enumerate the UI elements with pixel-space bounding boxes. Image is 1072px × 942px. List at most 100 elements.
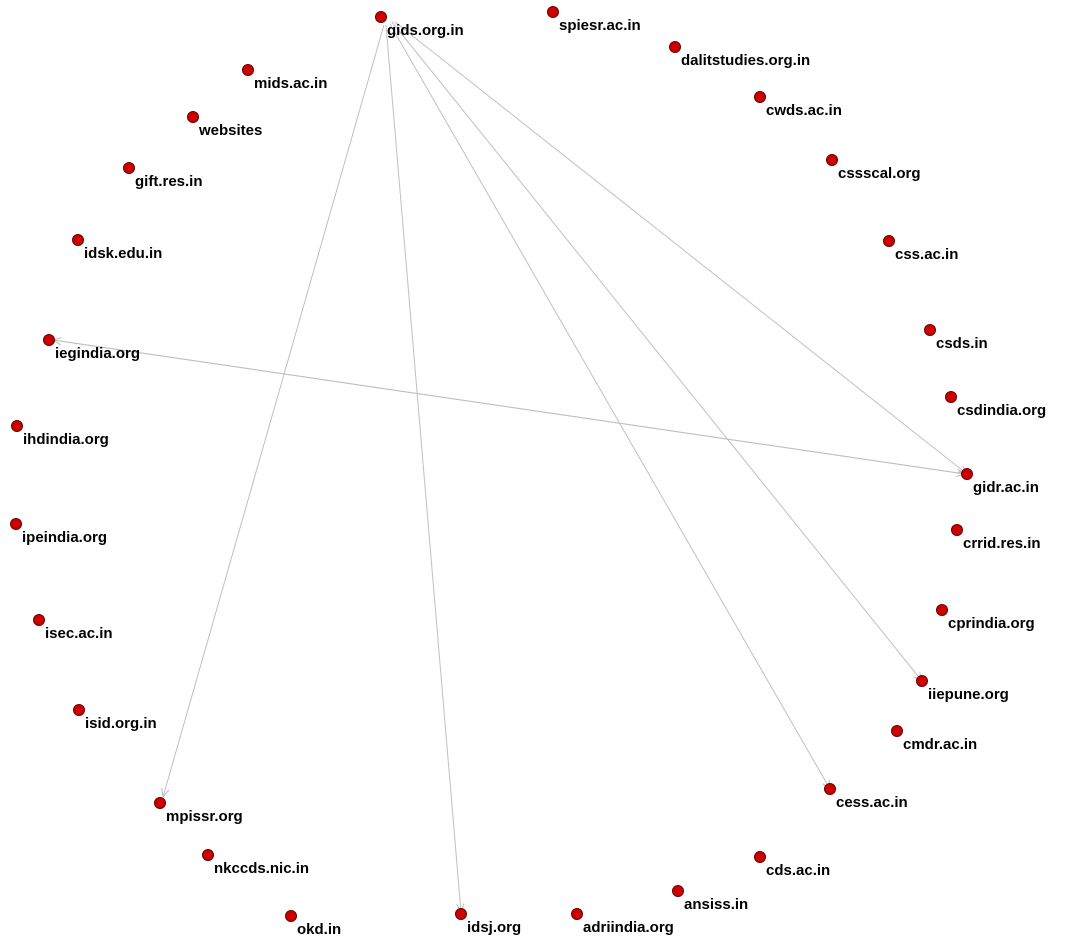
node-mpissr[interactable]: mpissr.org xyxy=(154,797,243,826)
edge-gids-to-idsj xyxy=(385,24,462,913)
node-dot[interactable] xyxy=(945,391,957,403)
node-dot[interactable] xyxy=(11,420,23,432)
node-label: mpissr.org xyxy=(166,808,243,825)
node-label: ihdindia.org xyxy=(23,431,109,448)
node-cds[interactable]: cds.ac.in xyxy=(754,851,831,880)
node-label: isid.org.in xyxy=(85,715,157,732)
node-label: spiesr.ac.in xyxy=(559,17,641,34)
node-dot[interactable] xyxy=(285,910,297,922)
node-dot[interactable] xyxy=(154,797,166,809)
node-label: ipeindia.org xyxy=(22,529,107,546)
node-dot[interactable] xyxy=(916,675,928,687)
node-label: iiepune.org xyxy=(928,686,1009,703)
node-csds[interactable]: csds.in xyxy=(924,324,988,353)
node-label: mids.ac.in xyxy=(254,75,327,92)
node-cprindia[interactable]: cprindia.org xyxy=(936,604,1035,633)
node-dot[interactable] xyxy=(10,518,22,530)
node-dot[interactable] xyxy=(754,851,766,863)
node-label: gift.res.in xyxy=(135,173,203,190)
node-isid[interactable]: isid.org.in xyxy=(73,704,157,733)
node-dot[interactable] xyxy=(73,704,85,716)
node-label: cwds.ac.in xyxy=(766,102,842,119)
node-label: ansiss.in xyxy=(684,896,748,913)
node-dot[interactable] xyxy=(883,235,895,247)
node-iiepune[interactable]: iiepune.org xyxy=(916,675,1009,704)
node-okd[interactable]: okd.in xyxy=(285,910,342,939)
node-cwds[interactable]: cwds.ac.in xyxy=(754,91,842,120)
node-mids[interactable]: mids.ac.in xyxy=(242,64,328,93)
node-dot[interactable] xyxy=(951,524,963,536)
node-cssscal[interactable]: cssscal.org xyxy=(826,154,921,183)
node-label: websites xyxy=(198,122,262,139)
node-dot[interactable] xyxy=(936,604,948,616)
node-dot[interactable] xyxy=(826,154,838,166)
node-label: idsk.edu.in xyxy=(84,245,162,262)
node-cess[interactable]: cess.ac.in xyxy=(824,783,908,812)
node-idsj[interactable]: idsj.org xyxy=(455,908,522,937)
node-dot[interactable] xyxy=(754,91,766,103)
node-label: gids.org.in xyxy=(387,22,464,39)
node-dot[interactable] xyxy=(891,725,903,737)
node-label: cess.ac.in xyxy=(836,794,908,811)
node-iegindia[interactable]: iegindia.org xyxy=(43,334,141,363)
node-dot[interactable] xyxy=(455,908,467,920)
edge-gids-to-iiepune xyxy=(391,21,923,682)
node-dot[interactable] xyxy=(924,324,936,336)
node-gidr[interactable]: gidr.ac.in xyxy=(961,468,1039,497)
nodes-layer: gids.org.in spiesr.ac.in dalitstudies.org.… xyxy=(10,6,1047,939)
node-dot[interactable] xyxy=(72,234,84,246)
node-label: cssscal.org xyxy=(838,165,921,182)
node-label: dalitstudies.org.in xyxy=(681,52,810,69)
node-dot[interactable] xyxy=(242,64,254,76)
node-dalitstudies[interactable]: dalitstudies.org.in xyxy=(669,41,811,70)
node-label: gidr.ac.in xyxy=(973,479,1039,496)
node-csdindia[interactable]: csdindia.org xyxy=(945,391,1047,420)
node-dot[interactable] xyxy=(187,111,199,123)
node-ansiss[interactable]: ansiss.in xyxy=(672,885,749,914)
node-dot[interactable] xyxy=(547,6,559,18)
node-label: adriindia.org xyxy=(583,919,674,936)
node-label: css.ac.in xyxy=(895,246,958,263)
edge-gids-to-mpissr xyxy=(162,24,385,798)
node-dot[interactable] xyxy=(961,468,973,480)
edge-gids-to-gidr xyxy=(394,21,968,475)
node-label: csdindia.org xyxy=(957,402,1046,419)
node-dot[interactable] xyxy=(824,783,836,795)
node-label: idsj.org xyxy=(467,919,521,936)
edge-iegindia-to-gidr xyxy=(52,339,966,475)
node-nkccds[interactable]: nkccds.nic.in xyxy=(202,849,310,878)
node-label: cprindia.org xyxy=(948,615,1035,632)
node-label: cmdr.ac.in xyxy=(903,736,977,753)
node-isec[interactable]: isec.ac.in xyxy=(33,614,113,643)
node-dot[interactable] xyxy=(123,162,135,174)
node-label: cds.ac.in xyxy=(766,862,830,879)
node-websites[interactable]: websites xyxy=(187,111,263,140)
node-crrid[interactable]: crrid.res.in xyxy=(951,524,1041,553)
edge-gids-to-mpissr-arrowhead xyxy=(161,788,170,799)
node-dot[interactable] xyxy=(375,11,387,23)
node-cmdr[interactable]: cmdr.ac.in xyxy=(891,725,978,754)
node-ihdindia[interactable]: ihdindia.org xyxy=(11,420,109,449)
node-dot[interactable] xyxy=(571,908,583,920)
node-gids[interactable]: gids.org.in xyxy=(375,11,464,40)
node-label: isec.ac.in xyxy=(45,625,113,642)
node-idsk[interactable]: idsk.edu.in xyxy=(72,234,163,263)
node-label: okd.in xyxy=(297,921,341,938)
edges-layer xyxy=(51,21,968,914)
node-dot[interactable] xyxy=(669,41,681,53)
node-css[interactable]: css.ac.in xyxy=(883,235,959,264)
node-label: crrid.res.in xyxy=(963,535,1041,552)
node-label: csds.in xyxy=(936,335,988,352)
node-gift[interactable]: gift.res.in xyxy=(123,162,203,191)
node-ipeindia[interactable]: ipeindia.org xyxy=(10,518,108,547)
node-dot[interactable] xyxy=(33,614,45,626)
node-label: iegindia.org xyxy=(55,345,140,362)
node-dot[interactable] xyxy=(43,334,55,346)
node-label: nkccds.nic.in xyxy=(214,860,309,877)
node-dot[interactable] xyxy=(672,885,684,897)
node-spiesr[interactable]: spiesr.ac.in xyxy=(547,6,641,35)
edge-gids-to-cess xyxy=(389,23,831,790)
node-dot[interactable] xyxy=(202,849,214,861)
node-adriindia[interactable]: adriindia.org xyxy=(571,908,674,937)
